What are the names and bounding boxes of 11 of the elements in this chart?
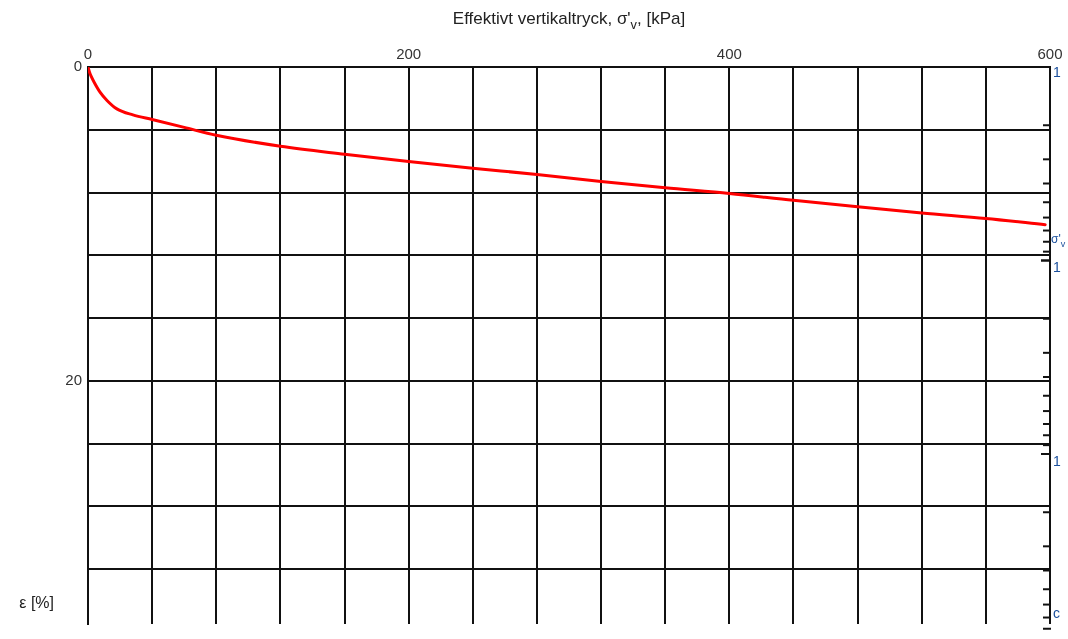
x-tick-label: 400 [716, 45, 742, 63]
x-tick-label: 600 [1037, 45, 1063, 63]
text: c [1053, 605, 1060, 621]
text: 1 [1053, 259, 1061, 275]
y-tick-label: 20 [65, 370, 82, 388]
text: 1 [1053, 453, 1061, 469]
text: 1 [1053, 64, 1061, 80]
x-tick-label: 0 [83, 45, 93, 63]
line-series [88, 67, 1047, 227]
y-axis-title: ε [%] [19, 594, 55, 611]
x-tick-label: 200 [396, 45, 422, 63]
